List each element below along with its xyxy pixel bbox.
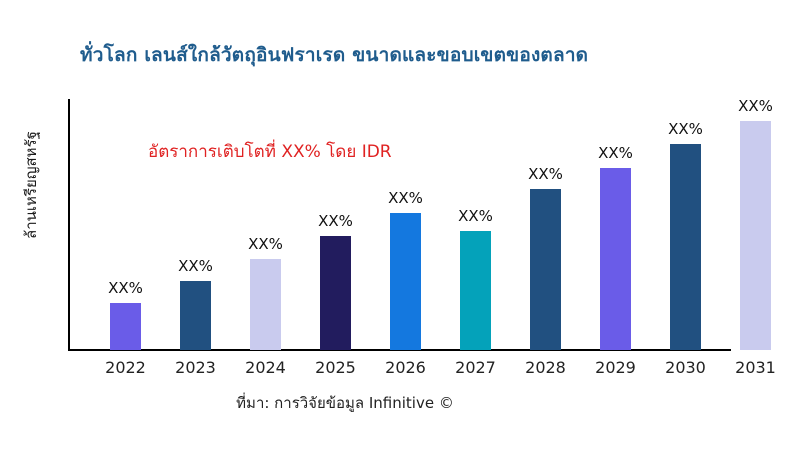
bar-2029 [600, 168, 631, 350]
bar-value-label: XX% [528, 165, 563, 183]
bar-value-label: XX% [108, 279, 143, 297]
growth-annotation: อัตราการเติบโตที่ XX% โดย IDR [148, 142, 392, 162]
x-tick-label: 2026 [385, 358, 426, 377]
page-title: ทั่วโลก เลนส์ใกล้วัตถุอินฟราเรด ขนาดและข… [80, 44, 589, 66]
bar-2023 [180, 281, 211, 350]
bar-value-label: XX% [248, 235, 283, 253]
bar-value-label: XX% [318, 212, 353, 230]
x-tick-label: 2024 [245, 358, 286, 377]
bar-2024 [250, 259, 281, 350]
bar-2022 [110, 303, 141, 350]
bar-2026 [390, 213, 421, 350]
x-tick-label: 2029 [595, 358, 636, 377]
bar-2028 [530, 189, 561, 350]
x-tick-label: 2028 [525, 358, 566, 377]
bar-value-label: XX% [738, 97, 773, 115]
x-tick-label: 2030 [665, 358, 706, 377]
x-tick-label: 2027 [455, 358, 496, 377]
bar-value-label: XX% [178, 257, 213, 275]
source-caption: ที่มา: การวิจัยข้อมูล Infinitive © [236, 394, 454, 412]
bar-2031 [740, 121, 771, 350]
bar-value-label: XX% [458, 207, 493, 225]
bar-value-label: XX% [668, 120, 703, 138]
bar-value-label: XX% [598, 144, 633, 162]
x-tick-label: 2022 [105, 358, 146, 377]
bar-2027 [460, 231, 491, 350]
x-tick-label: 2031 [735, 358, 776, 377]
bar-value-label: XX% [388, 189, 423, 207]
y-axis-line [68, 99, 70, 351]
bar-2025 [320, 236, 351, 350]
x-tick-label: 2025 [315, 358, 356, 377]
x-tick-label: 2023 [175, 358, 216, 377]
bar-2030 [670, 144, 701, 350]
x-axis-line [68, 349, 731, 351]
